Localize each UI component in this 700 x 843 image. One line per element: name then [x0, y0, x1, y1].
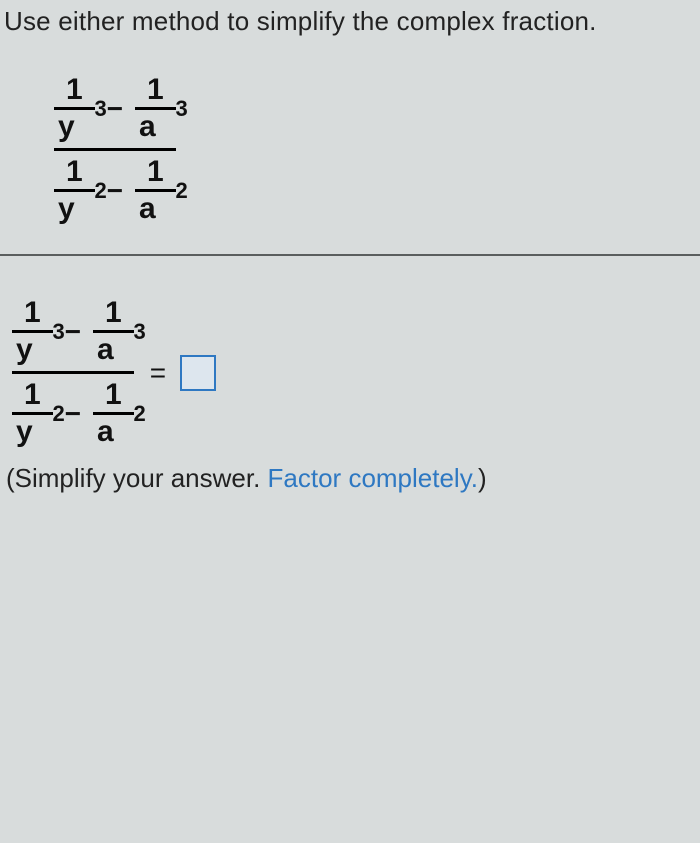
fraction-1-over-y2: 1 y 2 — [12, 380, 53, 447]
minus-sign: − — [63, 398, 83, 430]
variable-y: y — [16, 333, 33, 366]
variable-y: y — [58, 192, 75, 225]
fraction-1-over-a2: 1 a 2 — [135, 157, 176, 224]
minus-sign: − — [63, 316, 83, 348]
numeral-one: 1 — [105, 296, 122, 329]
exponent-2: 2 — [52, 403, 64, 425]
complex-denominator: 1 y 2 − 1 a 2 — [54, 157, 176, 224]
complex-fraction: 1 y 3 − 1 a 3 — [10, 292, 136, 453]
numeral-one: 1 — [66, 155, 83, 188]
hint-post: ) — [478, 463, 487, 493]
complex-denominator: 1 y 2 − 1 a 2 — [12, 380, 134, 447]
main-fraction-bar — [12, 371, 134, 374]
fraction-1-over-a3: 1 a 3 — [135, 75, 176, 142]
minus-sign: − — [105, 175, 125, 207]
fraction-1-over-a2: 1 a 2 — [93, 380, 134, 447]
complex-fraction: 1 y 3 − 1 a 3 — [52, 69, 178, 230]
exponent-2: 2 — [175, 180, 187, 202]
fraction-1-over-y2: 1 y 2 — [54, 157, 95, 224]
variable-a: a — [97, 415, 114, 448]
variable-a: a — [97, 333, 114, 366]
hint-action: Factor completely. — [268, 463, 478, 493]
hint-text: (Simplify your answer. Factor completely… — [0, 457, 700, 494]
variable-y: y — [16, 415, 33, 448]
variable-a: a — [139, 110, 156, 143]
exponent-2: 2 — [94, 180, 106, 202]
a-squared: a 2 — [139, 194, 172, 224]
y-squared: y 2 — [16, 417, 49, 447]
numeral-one: 1 — [105, 378, 122, 411]
numeral-one: 1 — [24, 296, 41, 329]
answer-input[interactable] — [180, 355, 216, 391]
complex-numerator: 1 y 3 − 1 a 3 — [12, 298, 134, 365]
y-squared: y 2 — [58, 194, 91, 224]
main-fraction-bar — [54, 148, 176, 151]
exponent-3: 3 — [175, 98, 187, 120]
variable-y: y — [58, 110, 75, 143]
prompt-text: Use either method to simplify the comple… — [0, 0, 700, 55]
exponent-3: 3 — [94, 98, 106, 120]
numeral-one: 1 — [147, 155, 164, 188]
variable-a: a — [139, 192, 156, 225]
exponent-2: 2 — [133, 403, 145, 425]
y-cubed: y 3 — [16, 335, 49, 365]
fraction-1-over-y3: 1 y 3 — [54, 75, 95, 142]
hint-pre: (Simplify your answer. — [6, 463, 268, 493]
problem-expression: 1 y 3 − 1 a 3 — [0, 55, 700, 254]
numeral-one: 1 — [66, 73, 83, 106]
numeral-one: 1 — [147, 73, 164, 106]
equals-sign: = — [150, 357, 166, 389]
y-cubed: y 3 — [58, 112, 91, 142]
a-cubed: a 3 — [139, 112, 172, 142]
a-cubed: a 3 — [97, 335, 130, 365]
a-squared: a 2 — [97, 417, 130, 447]
fraction-1-over-a3: 1 a 3 — [93, 298, 134, 365]
minus-sign: − — [105, 93, 125, 125]
answer-equation: 1 y 3 − 1 a 3 — [0, 256, 700, 457]
exponent-3: 3 — [133, 321, 145, 343]
numeral-one: 1 — [24, 378, 41, 411]
exponent-3: 3 — [52, 321, 64, 343]
fraction-1-over-y3: 1 y 3 — [12, 298, 53, 365]
complex-numerator: 1 y 3 − 1 a 3 — [54, 75, 176, 142]
